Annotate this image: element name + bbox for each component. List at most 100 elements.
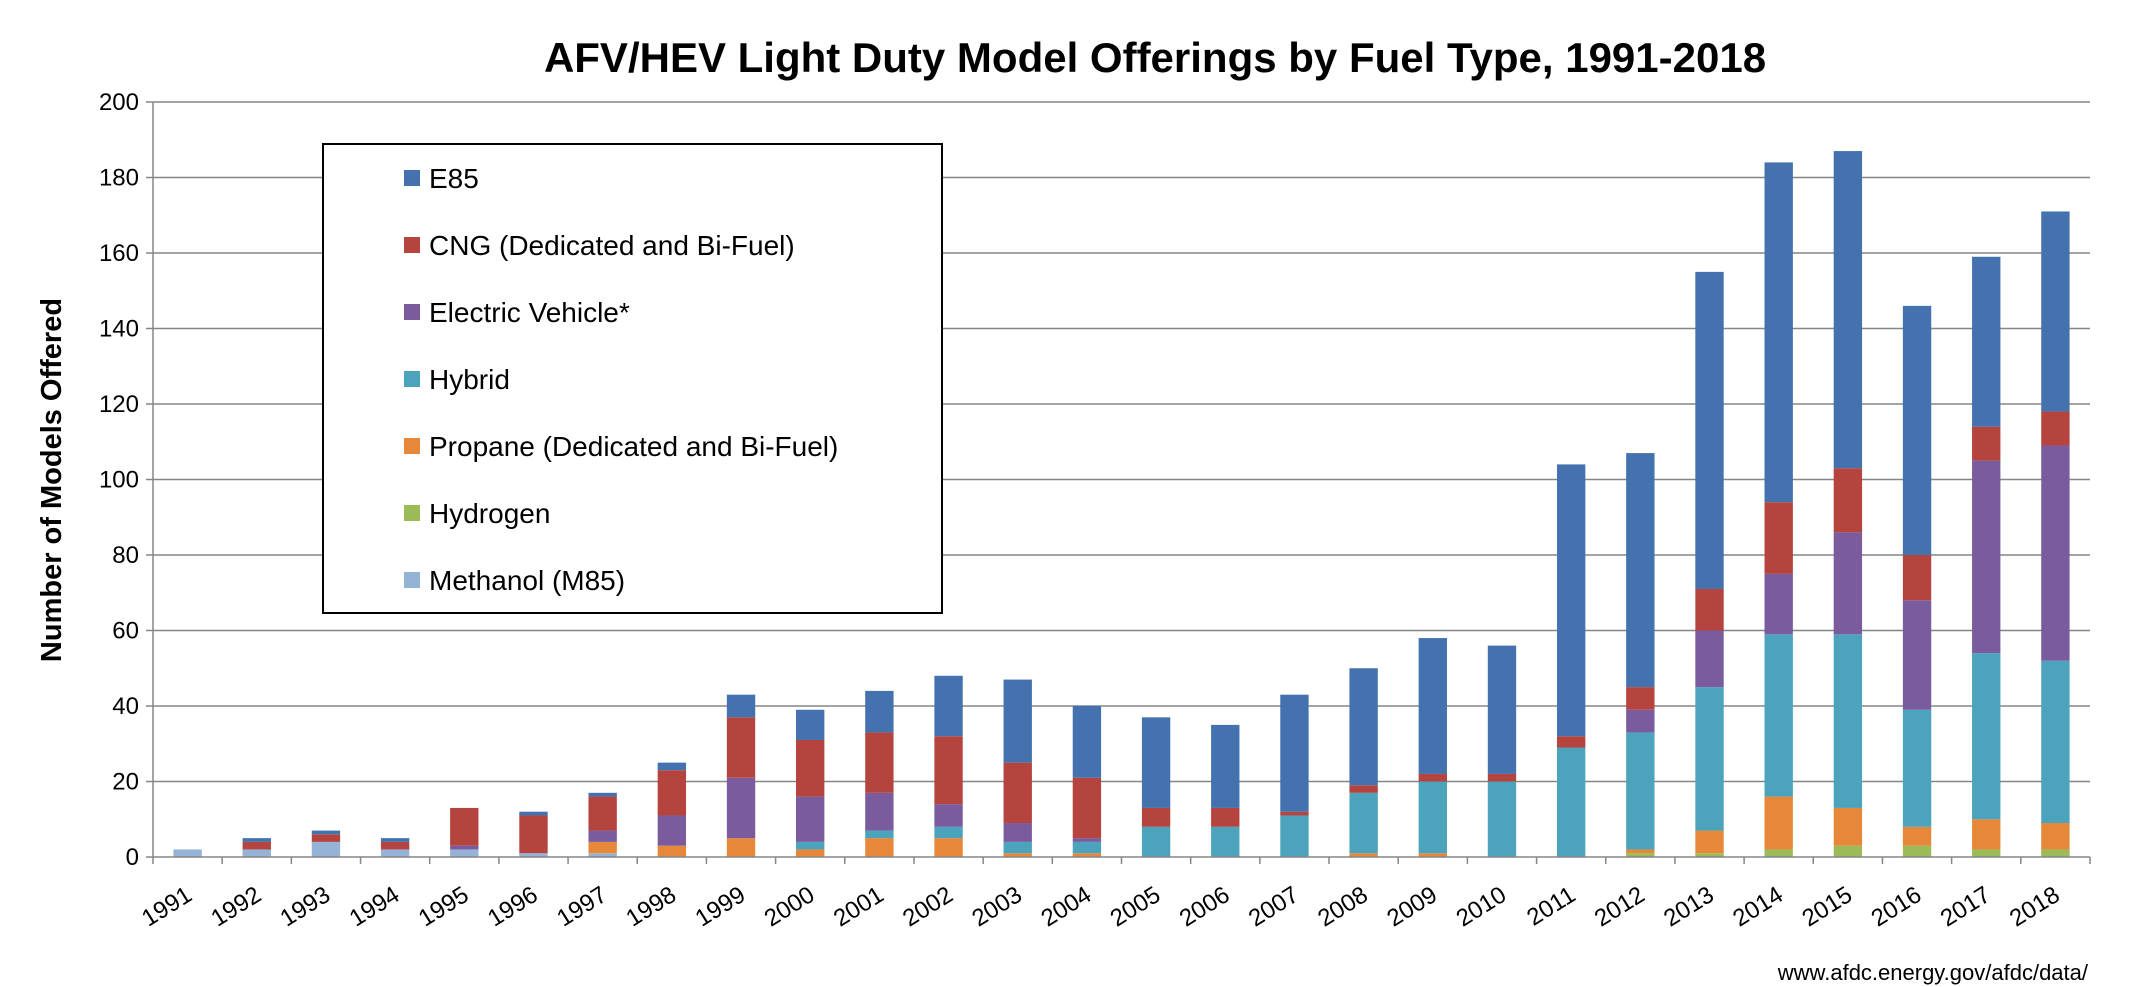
bar-segment (588, 796, 617, 831)
x-tick-label: 1997 (552, 881, 612, 932)
bar-segment (1833, 634, 1863, 808)
bar-segment (1626, 849, 1655, 854)
x-tick-label: 2000 (760, 881, 820, 932)
bar-segment (1280, 811, 1309, 816)
legend-label: E85 (429, 163, 479, 194)
y-tick-label: 80 (112, 542, 139, 569)
bar-segment (242, 838, 271, 842)
legend-label: CNG (Dedicated and Bi-Fuel) (429, 230, 795, 261)
bar-segment (1764, 796, 1793, 850)
bar-segment (657, 762, 687, 771)
bar-segment (450, 807, 479, 846)
legend-label: Hybrid (429, 364, 510, 395)
bar-segment (1487, 773, 1517, 782)
y-tick-label: 100 (99, 467, 139, 494)
legend-swatch (404, 371, 420, 387)
x-tick-label: 2009 (1382, 881, 1442, 932)
legend-swatch (404, 237, 420, 253)
legend-swatch (404, 170, 420, 186)
bar-segment (796, 849, 825, 857)
bar-segment (380, 841, 410, 850)
bar-segment (1349, 792, 1378, 854)
bar-segment (796, 709, 825, 740)
bar-segment (726, 777, 756, 839)
bar-segment (1902, 555, 1932, 601)
bar-segment (1972, 653, 2001, 820)
legend: E85 CNG (Dedicated and Bi-Fuel) Electric V… (322, 143, 943, 614)
bar-segment (1280, 815, 1309, 857)
bar-segment (934, 675, 963, 737)
legend-swatch (404, 505, 420, 521)
x-tick-label: 2006 (1175, 881, 1235, 932)
bar-segment (1626, 453, 1655, 688)
y-tick-label: 40 (112, 693, 139, 720)
bar-segment (1902, 845, 1932, 857)
bar-segment (657, 815, 687, 846)
bar-segment (1072, 777, 1102, 839)
bar-segment (1487, 645, 1517, 774)
chart-title: AFV/HEV Light Duty Model Offerings by Fu… (544, 34, 1766, 81)
bar-segment (519, 815, 548, 854)
y-tick-label: 60 (112, 618, 139, 645)
bar-segment (1349, 668, 1378, 786)
x-tick-label: 2016 (1867, 881, 1927, 932)
bar-segment (1556, 464, 1586, 737)
bar-segment (311, 834, 341, 842)
x-tick-label: 2015 (1797, 881, 1857, 932)
bar-segment (1141, 826, 1171, 857)
x-tick-label: 1992 (206, 881, 266, 932)
source-note: www.afdc.energy.gov/afdc/data/ (1777, 960, 2089, 985)
bar-segment (1626, 732, 1655, 850)
y-tick-label: 180 (99, 165, 139, 192)
bar-segment (242, 849, 271, 857)
x-tick-label: 1998 (621, 881, 681, 932)
bar-segment (1349, 853, 1378, 857)
bar-segment (1764, 849, 1793, 857)
bar-segment (311, 830, 341, 835)
x-tick-label: 1993 (276, 881, 336, 932)
y-tick-label: 200 (99, 89, 139, 116)
bar-segment (796, 796, 825, 842)
x-tick-label: 2003 (967, 881, 1027, 932)
bar-segment (1902, 709, 1932, 827)
bar-segment (726, 717, 756, 778)
legend-label: Electric Vehicle* (429, 297, 630, 328)
bar-segment (726, 838, 756, 857)
bar-segment (1072, 853, 1102, 857)
bar-segment (1695, 853, 1724, 857)
legend-label: Methanol (M85) (429, 565, 625, 596)
x-tick-label: 2007 (1244, 881, 1304, 932)
x-tick-label: 2011 (1522, 881, 1580, 931)
bar-segment (726, 694, 756, 718)
bar-segment (588, 853, 617, 857)
y-tick-label: 20 (112, 769, 139, 796)
bar-segment (1833, 151, 1863, 469)
bar-segment (1418, 773, 1447, 782)
bar-segment (1418, 781, 1447, 854)
x-tick-label: 2013 (1659, 881, 1719, 932)
bar-segment (1764, 162, 1793, 503)
bar-segment (1556, 747, 1586, 857)
bar-segment (1626, 853, 1655, 857)
bar-segment (657, 845, 687, 857)
x-tick-label: 2018 (2005, 881, 2065, 932)
x-tick-label: 2002 (898, 881, 958, 932)
bar-segment (519, 853, 548, 857)
bar-segment (1072, 841, 1102, 854)
x-tick-label: 2001 (829, 881, 889, 932)
bar-segment (173, 849, 202, 857)
bar-segment (865, 690, 894, 733)
bar-segment (1833, 468, 1863, 533)
bar-segment (934, 804, 963, 827)
y-tick-label: 120 (99, 391, 139, 418)
legend-box (322, 143, 943, 614)
y-tick-label: 140 (99, 316, 139, 343)
bar-segment (1003, 841, 1032, 854)
x-tick-label: 2004 (1037, 881, 1097, 932)
bar-segment (1418, 638, 1447, 774)
bar-segment (2041, 445, 2070, 661)
legend-swatch (404, 438, 420, 454)
bar-segment (450, 845, 479, 850)
bar-segment (1764, 634, 1793, 797)
